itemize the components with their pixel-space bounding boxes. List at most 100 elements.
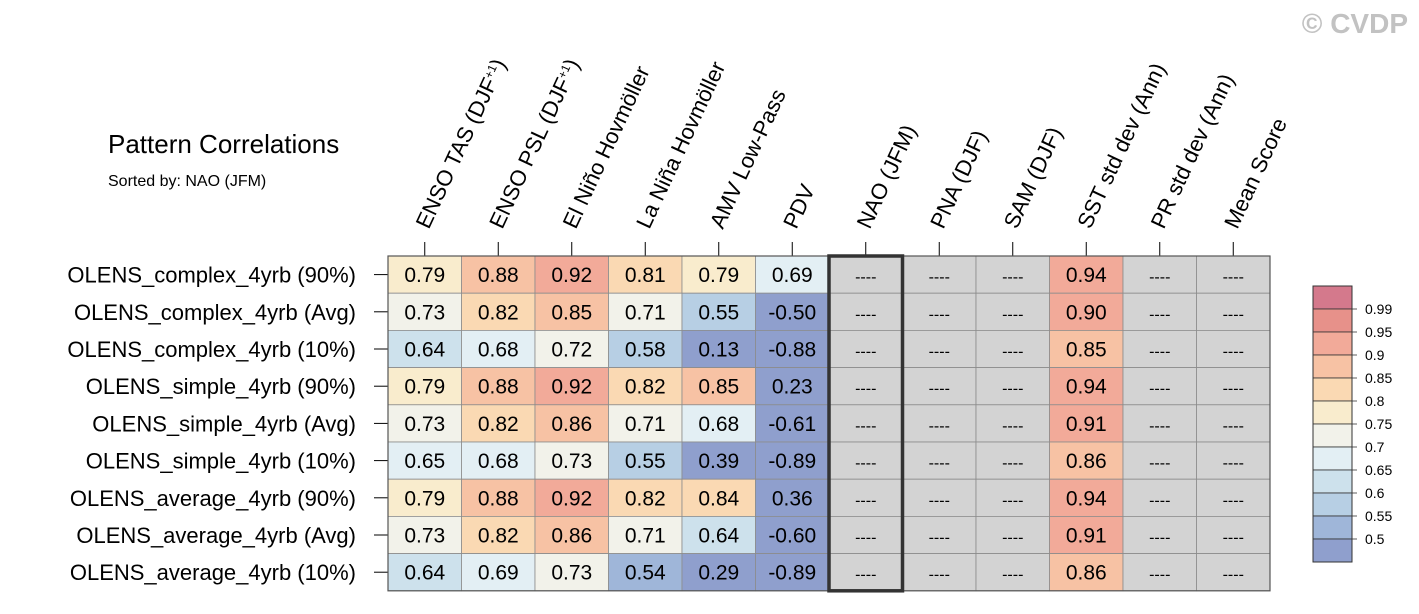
cell-value-label: ---- — [1223, 530, 1244, 547]
cell-value-label: 0.69 — [772, 264, 813, 287]
heatmap-cell — [755, 441, 830, 480]
cell-value-label: 0.91 — [1066, 525, 1107, 548]
cell-value-label: ---- — [1002, 455, 1023, 472]
cell-value-label: ---- — [929, 418, 950, 435]
cell-value-label: ---- — [1002, 344, 1023, 361]
column-label: NAO (JFM) — [852, 121, 922, 232]
heatmap-cell — [461, 367, 536, 406]
colorbar-swatch — [1312, 538, 1353, 563]
heatmap-cell — [902, 441, 977, 480]
row-label: OLENS_complex_4yrb (90%) — [67, 263, 356, 288]
heatmap-cell — [828, 367, 903, 406]
cell-value-label: 0.54 — [625, 562, 666, 585]
heatmap-cell — [1122, 367, 1197, 406]
column-label: PDV — [778, 180, 820, 232]
heatmap-cell — [608, 516, 683, 555]
cell-value-label: 0.68 — [478, 339, 519, 362]
cell-value-label: 0.73 — [551, 450, 592, 473]
cell-value-label: ---- — [929, 455, 950, 472]
colorbar-tick-label: 0.8 — [1365, 393, 1385, 409]
heatmap-cell — [755, 404, 830, 443]
heatmap-cell — [975, 367, 1050, 406]
cell-value-label: 0.55 — [698, 301, 739, 324]
colorbar-swatch — [1312, 400, 1353, 425]
heatmap-cell — [828, 404, 903, 443]
cell-value-label: ---- — [929, 269, 950, 286]
cell-value-label: ---- — [1223, 492, 1244, 509]
heatmap-cell — [681, 553, 756, 592]
heatmap-cell — [975, 478, 1050, 517]
colorbar-swatch — [1312, 515, 1353, 540]
heatmap-cell — [828, 255, 903, 294]
cell-value-label: 0.92 — [551, 487, 592, 510]
cell-value-label: 0.82 — [625, 376, 666, 399]
colorbar-tick-label: 0.65 — [1365, 462, 1392, 478]
heatmap-cell — [534, 329, 609, 368]
heatmap-cell — [387, 404, 462, 443]
heatmap-cell — [975, 329, 1050, 368]
cell-value-label: ---- — [1223, 455, 1244, 472]
colorbar-swatch — [1312, 377, 1353, 402]
heatmap-cell — [902, 255, 977, 294]
cell-value-label: ---- — [1223, 381, 1244, 398]
cell-value-label: 0.85 — [551, 301, 592, 324]
cell-value-label: ---- — [855, 418, 876, 435]
colorbar-tick-label: 0.5 — [1365, 531, 1385, 547]
chart-subtitle: Sorted by: NAO (JFM) — [108, 173, 266, 190]
heatmap-cell — [534, 441, 609, 480]
cell-value-label: 0.86 — [1066, 562, 1107, 585]
colorbar-tick-label: 0.55 — [1365, 508, 1392, 524]
heatmap-cell — [1196, 329, 1271, 368]
cell-value-label: ---- — [1149, 492, 1170, 509]
colorbar-tick-label: 0.6 — [1365, 485, 1385, 501]
cell-value-label: 0.92 — [551, 264, 592, 287]
heatmap-cell — [902, 478, 977, 517]
cell-value-label: -0.60 — [768, 525, 816, 548]
heatmap-cell — [608, 329, 683, 368]
heatmap-cell — [1196, 441, 1271, 480]
heatmap-cell — [1049, 367, 1124, 406]
column-label: AMV Low-Pass — [705, 85, 791, 232]
row-label: OLENS_simple_4yrb (10%) — [86, 449, 356, 474]
colorbar-tick-label: 0.95 — [1365, 324, 1392, 340]
colorbar-swatch — [1312, 308, 1353, 333]
colorbar-tick-label: 0.99 — [1365, 301, 1392, 317]
cell-value-label: 0.71 — [625, 525, 666, 548]
cell-value-label: 0.79 — [404, 376, 445, 399]
heatmap-cell — [1196, 478, 1271, 517]
heatmap-cell — [461, 292, 536, 331]
cell-value-label: ---- — [855, 306, 876, 323]
heatmap-cell — [755, 516, 830, 555]
copyright-mark: © CVDP — [1302, 8, 1408, 39]
colorbar-swatch — [1312, 492, 1353, 517]
heatmap-cell — [975, 441, 1050, 480]
row-label: OLENS_complex_4yrb (Avg) — [74, 300, 356, 325]
heatmap-cell — [1196, 292, 1271, 331]
heatmap-cell — [681, 478, 756, 517]
cell-value-label: 0.65 — [404, 450, 445, 473]
cell-value-label: -0.89 — [768, 562, 816, 585]
cell-value-label: 0.71 — [625, 301, 666, 324]
cell-value-label: ---- — [929, 492, 950, 509]
cell-value-label: ---- — [855, 567, 876, 584]
cell-value-label: ---- — [1002, 306, 1023, 323]
column-label: Mean Score — [1219, 114, 1292, 232]
heatmap-cell — [461, 255, 536, 294]
heatmap-cell — [1049, 329, 1124, 368]
cell-value-label: ---- — [929, 530, 950, 547]
heatmap-cell — [828, 553, 903, 592]
heatmap-cell — [461, 553, 536, 592]
cell-value-label: 0.73 — [404, 525, 445, 548]
cell-value-label: ---- — [1149, 530, 1170, 547]
cell-value-label: 0.91 — [1066, 413, 1107, 436]
colorbar-swatch — [1312, 469, 1353, 494]
cell-value-label: 0.82 — [478, 413, 519, 436]
cell-value-label: 0.23 — [772, 376, 813, 399]
row-label: OLENS_average_4yrb (10%) — [70, 560, 356, 585]
cell-value-label: 0.72 — [551, 339, 592, 362]
heatmap-cell — [681, 404, 756, 443]
cell-value-label: ---- — [1149, 344, 1170, 361]
cell-value-label: 0.39 — [698, 450, 739, 473]
